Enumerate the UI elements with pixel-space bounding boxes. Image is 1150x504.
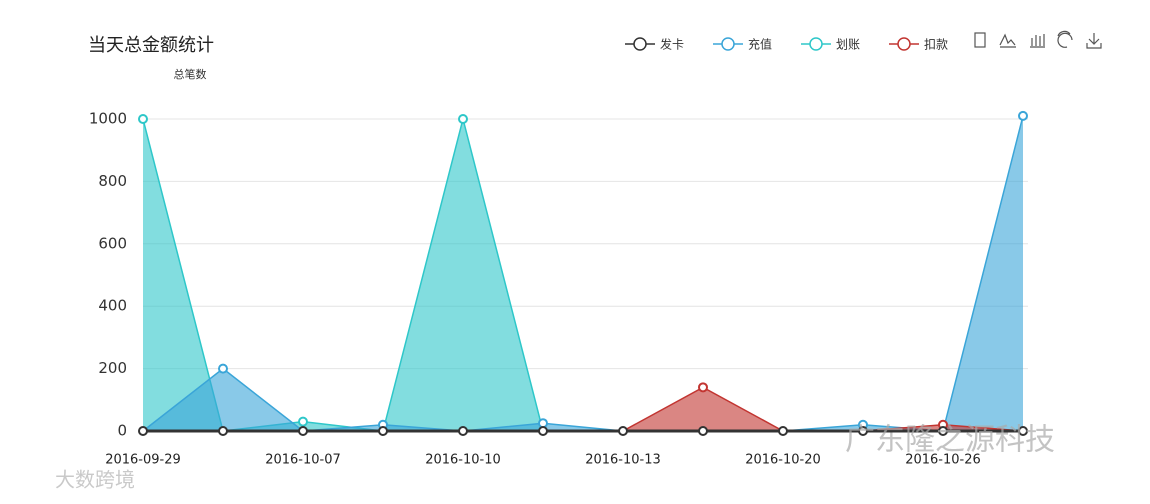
y-tick-label: 0 (117, 422, 127, 440)
chart-title: 当天总金额统计 (88, 35, 214, 56)
point (778, 426, 788, 436)
legend-item[interactable]: 扣款 (889, 37, 948, 52)
y-tick-label: 800 (98, 172, 127, 190)
legend-label: 划账 (836, 38, 860, 52)
point (218, 426, 228, 436)
x-tick-label: 2016-10-07 (265, 453, 341, 468)
point (538, 426, 548, 436)
y-axis-label: 总笔数 (174, 67, 207, 81)
y-tick-label: 600 (98, 234, 127, 252)
tool-line[interactable] (999, 33, 1016, 48)
point (378, 426, 388, 436)
legend-item[interactable]: 划账 (801, 37, 860, 52)
legend-symbol (721, 37, 735, 51)
point (1018, 426, 1028, 436)
line (142, 118, 1023, 432)
tool-data-view[interactable] (974, 32, 986, 48)
point (298, 426, 308, 436)
y-tick-label: 400 (98, 297, 127, 315)
point (138, 426, 148, 436)
tool-save[interactable] (1086, 33, 1102, 49)
point (1018, 110, 1028, 121)
x-tick-label: 2016-10-26 (905, 453, 981, 468)
point (938, 426, 948, 436)
x-tick-label: 2016-09-29 (105, 453, 181, 468)
point (698, 426, 708, 436)
point (218, 363, 228, 374)
legend-label: 充值 (748, 37, 772, 52)
point (458, 114, 468, 124)
point (138, 114, 148, 124)
point (298, 416, 308, 427)
x-tick-label: 2016-10-10 (425, 453, 501, 468)
legend-label: 扣款 (924, 38, 948, 52)
line (142, 115, 1024, 432)
point (618, 426, 628, 436)
x-tick-label: 2016-10-13 (585, 453, 661, 468)
point (458, 426, 468, 436)
legend-symbol (633, 37, 647, 51)
tool-bar[interactable] (1030, 34, 1045, 48)
watermark: 广东隆之源科技 (845, 423, 1055, 458)
area (143, 119, 1023, 431)
area (143, 387, 1023, 431)
y-tick-label: 200 (98, 359, 127, 377)
legend-symbol (897, 37, 911, 51)
legend-symbol (809, 37, 823, 51)
toolbox[interactable] (974, 30, 1102, 49)
legend-label: 发卡 (660, 37, 684, 52)
point (698, 382, 708, 393)
point (858, 426, 868, 436)
watermark: 大数跨境 (55, 468, 135, 492)
x-tick-label: 2016-10-20 (745, 453, 821, 468)
legend-item[interactable]: 充值 (713, 37, 772, 52)
tool-restore[interactable] (1057, 30, 1073, 48)
y-tick-label: 1000 (89, 110, 127, 128)
legend-item[interactable]: 发卡 (625, 37, 684, 52)
area (143, 115, 1023, 431)
